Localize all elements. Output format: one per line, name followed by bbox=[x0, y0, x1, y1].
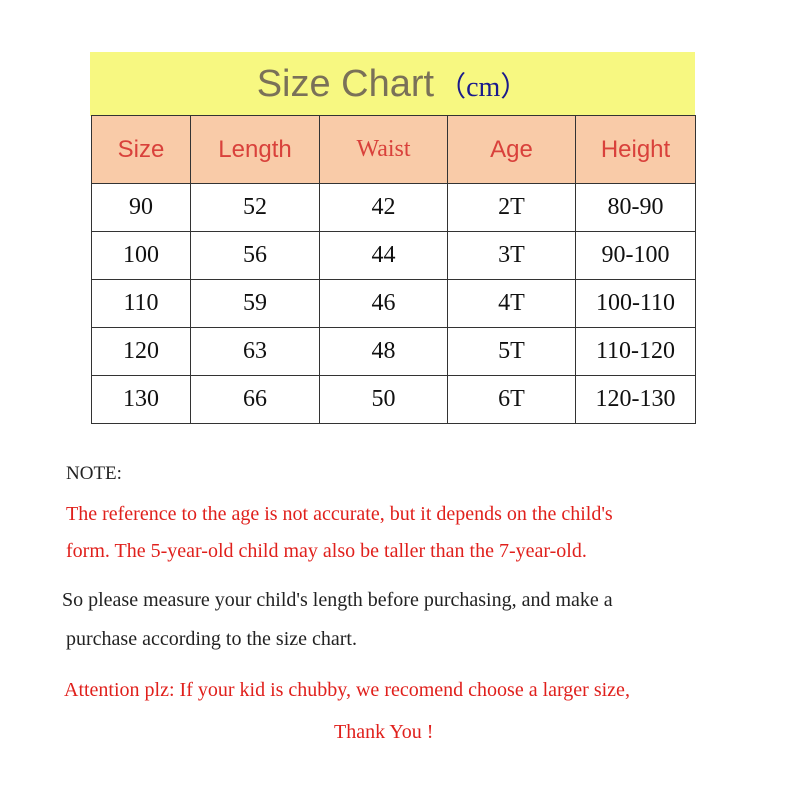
cell-height: 90-100 bbox=[575, 231, 696, 280]
cell-size: 120 bbox=[91, 327, 191, 376]
size-chart-title: Size Chart （cm） bbox=[90, 52, 695, 116]
attention-note: Attention plz: If your kid is chubby, we… bbox=[64, 679, 630, 701]
cell-age: 6T bbox=[447, 375, 576, 424]
thank-you: Thank You ! bbox=[334, 721, 434, 743]
table-row: 110 59 46 4T 100-110 bbox=[91, 279, 696, 328]
cell-length: 63 bbox=[190, 327, 320, 376]
cell-height: 110-120 bbox=[575, 327, 696, 376]
cell-size: 130 bbox=[91, 375, 191, 424]
title-unit: （cm） bbox=[438, 72, 529, 103]
note-black-line-2: purchase according to the size chart. bbox=[66, 628, 357, 650]
table-row: 120 63 48 5T 110-120 bbox=[91, 327, 696, 376]
cell-length: 52 bbox=[190, 183, 320, 232]
cell-age: 5T bbox=[447, 327, 576, 376]
note-black-line-1: So please measure your child's length be… bbox=[62, 589, 613, 611]
cell-waist: 46 bbox=[319, 279, 448, 328]
cell-length: 66 bbox=[190, 375, 320, 424]
note-red-line-1: The reference to the age is not accurate… bbox=[66, 503, 613, 525]
cell-length: 56 bbox=[190, 231, 320, 280]
header-row: Size Length Waist Age Height bbox=[91, 115, 696, 184]
cell-height: 80-90 bbox=[575, 183, 696, 232]
note-red-line-2: form. The 5-year-old child may also be t… bbox=[66, 540, 587, 562]
cell-age: 4T bbox=[447, 279, 576, 328]
cell-length: 59 bbox=[190, 279, 320, 328]
note-label: NOTE: bbox=[66, 463, 122, 484]
cell-size: 110 bbox=[91, 279, 191, 328]
header-length: Length bbox=[190, 115, 320, 184]
header-size: Size bbox=[91, 115, 191, 184]
table-row: 100 56 44 3T 90-100 bbox=[91, 231, 696, 280]
cell-height: 100-110 bbox=[575, 279, 696, 328]
cell-age: 3T bbox=[447, 231, 576, 280]
cell-waist: 50 bbox=[319, 375, 448, 424]
table-row: 130 66 50 6T 120-130 bbox=[91, 375, 696, 424]
cell-height: 120-130 bbox=[575, 375, 696, 424]
cell-waist: 44 bbox=[319, 231, 448, 280]
cell-age: 2T bbox=[447, 183, 576, 232]
size-table: Size Length Waist Age Height 90 52 42 2T 80-… bbox=[91, 115, 696, 424]
header-waist: Waist bbox=[319, 115, 448, 184]
cell-waist: 48 bbox=[319, 327, 448, 376]
header-height: Height bbox=[575, 115, 696, 184]
cell-waist: 42 bbox=[319, 183, 448, 232]
table-row: 90 52 42 2T 80-90 bbox=[91, 183, 696, 232]
cell-size: 90 bbox=[91, 183, 191, 232]
header-age: Age bbox=[447, 115, 576, 184]
cell-size: 100 bbox=[91, 231, 191, 280]
title-text: Size Chart bbox=[256, 63, 435, 105]
